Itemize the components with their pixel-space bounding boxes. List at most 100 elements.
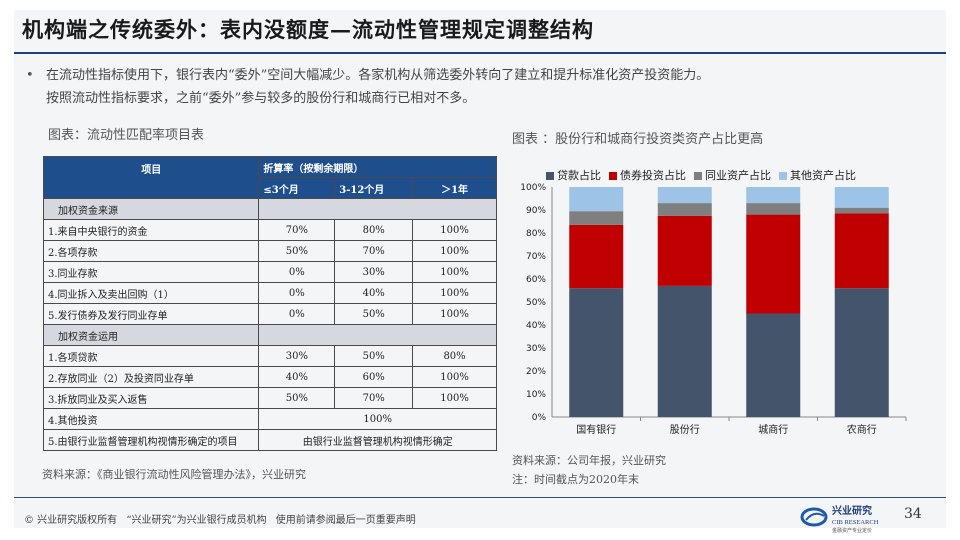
section-empty (258, 198, 497, 220)
chart-caption: 图表 ：股份行和城商行投资类资产占比更高 (512, 132, 764, 147)
bar-segment (569, 288, 624, 417)
row-label: 3.同业存款 (42, 261, 260, 283)
bar-segment (834, 207, 889, 214)
row-value: 0% (258, 261, 336, 283)
x-tick-label: 股份行 (670, 423, 700, 436)
cib-research-logo: 兴业研究 CIB RESEARCH 金融资产专业定价 (800, 504, 879, 534)
bar-segment (657, 187, 712, 204)
logo-en: CIB RESEARCH (832, 519, 879, 526)
logo-mark-icon (800, 507, 828, 527)
bar-segment (746, 313, 801, 417)
row-label: 2.存放同业（2）及投资同业存单 (42, 366, 260, 388)
footer-divider (14, 497, 946, 498)
table-row: 5.由银行业监督管理机构视情形确定的项目 由银行业监督管理机构视情形确定 (42, 429, 497, 451)
table-row: 3.同业存款 0% 30% 100% (42, 261, 497, 283)
legend-item: 贷款占比 (546, 169, 601, 182)
row-merged-value: 由银行业监督管理机构视情形确定 (258, 429, 497, 451)
footer-disclaimer: 使用前请参阅最后一页重要声明 (275, 515, 416, 526)
legend-label: 债券投资占比 (620, 169, 686, 182)
chart-legend: 贷款占比 债券投资占比 同业资产占比 其他资产占比 (546, 167, 864, 183)
bar-segment (657, 203, 712, 216)
legend-label: 其他资产占比 (790, 169, 856, 182)
bullet-line-1: 在流动性指标使用下，银行表内“委外”空间大幅减少。各家机构从筛选委外转向了建立和… (46, 68, 710, 83)
row-value: 30% (334, 261, 414, 283)
row-value: 30% (258, 345, 336, 367)
row-value: 50% (258, 240, 336, 262)
footer-member: “兴业研究”为兴业银行成员机构 (126, 515, 267, 526)
row-label: 3.拆放同业及买入返售 (42, 387, 260, 409)
page-number: 34 (904, 506, 922, 522)
legend-label: 贷款占比 (557, 169, 601, 182)
row-value: 70% (334, 387, 414, 409)
y-tick-label: 0% (532, 413, 547, 423)
bar-segment (746, 214, 801, 314)
row-value: 50% (334, 345, 414, 367)
legend-item: 债券投资占比 (609, 169, 686, 182)
legend-item: 其他资产占比 (779, 169, 856, 182)
section-row: 加权资金来源 (42, 198, 497, 220)
section-row: 加权资金运用 (42, 324, 497, 346)
row-value: 100% (412, 282, 497, 304)
bar-segment (834, 187, 889, 208)
section-label: 加权资金来源 (42, 198, 260, 220)
logo-cn: 兴业研究 (832, 504, 872, 517)
row-value: 100% (412, 261, 497, 283)
row-label: 1.来自中央银行的资金 (42, 219, 260, 241)
row-value: 80% (412, 345, 497, 367)
header-col3: ＞1年 (412, 177, 497, 199)
row-label: 4.同业拆入及卖出回购（1） (42, 282, 260, 304)
legend-swatch (779, 172, 787, 180)
bar-segment (569, 187, 624, 212)
legend-swatch (694, 172, 702, 180)
bar-segment (746, 187, 801, 204)
row-label: 5.发行债券及发行同业存单 (42, 303, 260, 325)
row-value: 40% (334, 282, 414, 304)
header-item: 项目 (42, 156, 260, 199)
table-row: 3.拆放同业及买入返售 50% 70% 100% (42, 387, 497, 409)
table-row: 5.发行债券及发行同业存单 0% 50% 100% (42, 303, 497, 325)
row-label: 4.其他投资 (42, 408, 260, 430)
y-tick-label: 40% (526, 321, 546, 331)
legend-label: 同业资产占比 (705, 169, 771, 182)
x-tick-label: 城商行 (758, 423, 788, 436)
table-row: 1.各项贷款 30% 50% 80% (42, 345, 497, 367)
table-row: 2.存放同业（2）及投资同业存单 40% 60% 100% (42, 366, 497, 388)
row-value: 100% (412, 387, 497, 409)
bar-segment (746, 203, 801, 215)
y-tick-label: 60% (526, 275, 546, 285)
row-value: 60% (334, 366, 414, 388)
row-label: 1.各项贷款 (42, 345, 260, 367)
title-divider (14, 52, 946, 54)
table-source: 资料来源：《商业银行流动性风险管理办法》，兴业研究 (42, 468, 306, 481)
header-col2: 3-12个月 (334, 177, 414, 199)
y-tick-label: 80% (526, 229, 546, 239)
header-col1: ≤3个月 (258, 177, 336, 199)
row-value: 0% (258, 282, 336, 304)
table-row: 2.各项存款 50% 70% 100% (42, 240, 497, 262)
row-value: 50% (334, 303, 414, 325)
row-value: 70% (334, 240, 414, 262)
row-value: 50% (258, 387, 336, 409)
row-value: 0% (258, 303, 336, 325)
row-merged-value: 100% (258, 408, 497, 430)
footer-copyright: © 兴业研究版权所有 (24, 515, 118, 526)
bar-segment (657, 285, 712, 417)
row-label: 5.由银行业监督管理机构视情形确定的项目 (42, 429, 260, 451)
header-rate: 折算率（按剩余期限） (258, 156, 497, 178)
footer: © 兴业研究版权所有 “兴业研究”为兴业银行成员机构 使用前请参阅最后一页重要声… (24, 511, 422, 526)
x-tick-label: 国有银行 (576, 423, 616, 436)
y-tick-label: 90% (526, 206, 546, 216)
section-empty (258, 324, 497, 346)
row-value: 100% (412, 366, 497, 388)
chart-source: 资料来源：公司年报，兴业研究 注：时间截点为2020年末 (512, 451, 666, 489)
y-tick-label: 10% (526, 390, 546, 400)
row-label: 2.各项存款 (42, 240, 260, 262)
y-tick-label: 70% (526, 252, 546, 262)
row-value: 100% (412, 303, 497, 325)
chart-note: 注：时间截点为2020年末 (512, 473, 639, 486)
y-tick-label: 20% (526, 367, 546, 377)
row-value: 100% (412, 219, 497, 241)
bar-segment (834, 213, 889, 289)
logo-tagline: 金融资产专业定价 (832, 527, 872, 534)
legend-swatch (609, 172, 617, 180)
